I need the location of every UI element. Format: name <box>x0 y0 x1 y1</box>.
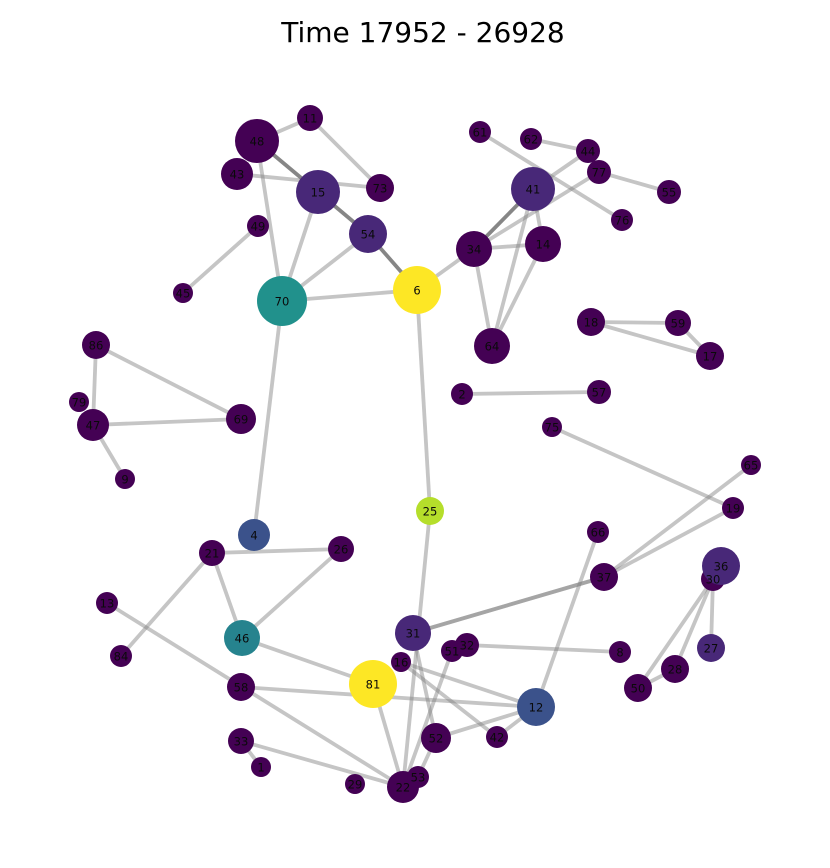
graph-node-6[interactable] <box>393 266 441 314</box>
edge-14-64 <box>490 243 545 347</box>
edge-13-22 <box>105 601 405 789</box>
edge-86-69 <box>95 343 242 421</box>
graph-node-46[interactable] <box>224 620 260 656</box>
edge-33-22 <box>240 739 404 789</box>
graph-node-28[interactable] <box>661 655 689 683</box>
graph-node-73[interactable] <box>366 174 394 202</box>
edge-16-12 <box>400 660 537 709</box>
graph-node-86[interactable] <box>82 331 110 359</box>
graph-node-79[interactable] <box>69 392 89 412</box>
graph-node-2[interactable] <box>451 383 473 405</box>
figure-title: Time 17952 - 26928 <box>280 16 564 49</box>
graph-node-49[interactable] <box>247 215 269 237</box>
graph-node-59[interactable] <box>665 310 691 336</box>
graph-node-54[interactable] <box>349 215 387 253</box>
edge-30-50 <box>636 577 715 690</box>
graph-node-77[interactable] <box>587 160 611 184</box>
graph-node-65[interactable] <box>741 455 761 475</box>
graph-node-53[interactable] <box>407 766 429 788</box>
graph-node-69[interactable] <box>226 404 256 434</box>
edge-65-37 <box>602 463 753 579</box>
edge-6-25 <box>415 289 432 512</box>
graph-node-45[interactable] <box>173 283 193 303</box>
graph-node-75[interactable] <box>542 417 562 437</box>
graph-node-8[interactable] <box>609 641 631 663</box>
graph-node-41[interactable] <box>511 167 555 211</box>
graph-node-66[interactable] <box>587 521 609 543</box>
labels-layer: 1246891112131415161718192122252627282930… <box>72 112 759 795</box>
graph-node-31[interactable] <box>395 615 431 651</box>
graph-node-11[interactable] <box>297 105 323 131</box>
edge-48-70 <box>255 140 284 302</box>
graph-node-4[interactable] <box>238 519 270 551</box>
graph-node-15[interactable] <box>296 170 340 214</box>
graph-node-13[interactable] <box>96 592 118 614</box>
graph-node-9[interactable] <box>115 469 135 489</box>
edge-61-76 <box>478 130 624 222</box>
edge-21-26 <box>211 547 342 555</box>
graph-node-58[interactable] <box>227 673 255 701</box>
edge-18-17 <box>590 320 711 358</box>
graph-node-62[interactable] <box>520 128 542 150</box>
graph-node-76[interactable] <box>611 209 633 231</box>
graph-node-70[interactable] <box>257 276 307 326</box>
graph-node-42[interactable] <box>486 726 508 748</box>
graph-node-37[interactable] <box>590 563 618 591</box>
graph-node-12[interactable] <box>517 688 555 726</box>
edge-70-4 <box>252 300 284 536</box>
edge-26-46 <box>240 547 343 640</box>
edge-2-57 <box>461 390 600 396</box>
graph-node-43[interactable] <box>221 158 253 190</box>
edge-41-64 <box>490 188 535 347</box>
graph-node-27[interactable] <box>697 634 725 662</box>
graph-node-17[interactable] <box>696 342 724 370</box>
graph-node-57[interactable] <box>587 380 611 404</box>
edge-30-28 <box>673 578 715 670</box>
graph-node-19[interactable] <box>722 497 744 519</box>
graph-node-64[interactable] <box>474 328 510 364</box>
edge-45-49 <box>181 224 260 295</box>
graph-node-14[interactable] <box>525 226 561 262</box>
graph-node-36[interactable] <box>702 547 740 585</box>
graph-node-16[interactable] <box>391 652 411 672</box>
nodes-layer <box>69 105 761 803</box>
edge-32-8 <box>466 643 621 654</box>
graph-node-1[interactable] <box>251 757 271 777</box>
graph-node-51[interactable] <box>441 640 463 662</box>
graph-node-50[interactable] <box>624 674 652 702</box>
graph-node-34[interactable] <box>456 231 492 267</box>
graph-node-18[interactable] <box>577 308 605 336</box>
edges-layer <box>91 116 753 789</box>
graph-node-47[interactable] <box>77 409 109 441</box>
edge-51-22 <box>401 650 454 788</box>
graph-node-55[interactable] <box>657 180 681 204</box>
graph-node-44[interactable] <box>576 139 600 163</box>
edge-75-19 <box>551 425 734 510</box>
edge-77-55 <box>598 170 670 194</box>
graph-node-25[interactable] <box>416 497 444 525</box>
graph-node-29[interactable] <box>345 774 365 794</box>
edge-66-12 <box>534 531 600 708</box>
edge-11-73 <box>308 116 382 190</box>
graph-node-26[interactable] <box>328 536 354 562</box>
graph-node-52[interactable] <box>421 723 451 753</box>
graph-node-84[interactable] <box>110 645 132 667</box>
graph-node-48[interactable] <box>235 119 279 163</box>
edge-31-37 <box>412 575 605 635</box>
edge-21-84 <box>119 551 214 658</box>
graph-node-33[interactable] <box>228 728 254 754</box>
edge-16-42 <box>399 660 499 739</box>
edge-18-59 <box>590 320 679 325</box>
edge-47-69 <box>92 417 242 427</box>
graph-node-81[interactable] <box>349 660 397 708</box>
edge-37-19 <box>603 506 734 579</box>
edge-37-31 <box>412 575 605 635</box>
graph-node-21[interactable] <box>199 540 225 566</box>
graph-node-61[interactable] <box>469 121 491 143</box>
